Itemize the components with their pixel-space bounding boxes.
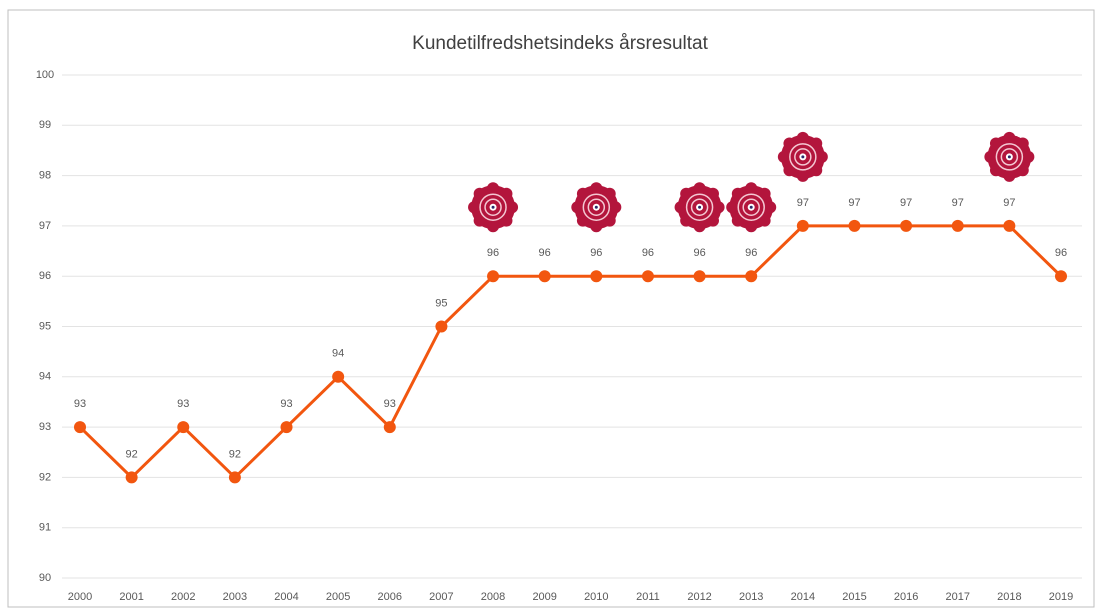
- x-tick-label: 2001: [119, 591, 143, 603]
- x-tick-label: 2018: [997, 591, 1021, 603]
- x-tick-label: 2002: [171, 591, 195, 603]
- data-label: 95: [435, 297, 447, 309]
- data-point: [487, 270, 500, 283]
- data-label: 96: [539, 247, 551, 259]
- data-label: 92: [126, 448, 138, 460]
- x-tick-label: 2006: [378, 591, 402, 603]
- data-label: 97: [848, 197, 860, 209]
- data-point: [900, 219, 913, 232]
- x-tick-label: 2016: [894, 591, 918, 603]
- y-tick-label: 96: [39, 270, 51, 282]
- data-label: 97: [952, 197, 964, 209]
- rosette-icon: [725, 181, 777, 233]
- x-tick-label: 2012: [687, 591, 711, 603]
- x-tick-label: 2015: [842, 591, 866, 603]
- rosette-icon: [673, 181, 726, 233]
- x-tick-label: 2007: [429, 591, 453, 603]
- data-point: [383, 421, 396, 434]
- x-tick-label: 2017: [945, 591, 969, 603]
- data-label: 97: [797, 197, 809, 209]
- data-point: [590, 270, 603, 283]
- rosette-icon: [467, 181, 519, 233]
- data-point: [693, 270, 706, 283]
- rosette-icon: [570, 181, 623, 233]
- data-point: [641, 270, 654, 283]
- x-tick-label: 2019: [1049, 591, 1073, 603]
- data-label: 97: [1003, 197, 1015, 209]
- data-label: 96: [642, 247, 654, 259]
- data-label: 92: [229, 448, 241, 460]
- y-tick-label: 98: [39, 170, 51, 182]
- x-tick-label: 2014: [791, 591, 815, 603]
- data-label: 96: [745, 247, 757, 259]
- data-point: [1003, 219, 1016, 232]
- x-tick-label: 2003: [223, 591, 247, 603]
- data-point: [332, 370, 345, 383]
- data-label: 93: [384, 398, 396, 410]
- y-tick-label: 99: [39, 119, 51, 131]
- y-tick-label: 92: [39, 471, 51, 483]
- data-point: [796, 219, 809, 232]
- data-point: [538, 270, 551, 283]
- x-tick-label: 2005: [326, 591, 350, 603]
- data-point: [125, 471, 138, 484]
- x-tick-label: 2013: [739, 591, 763, 603]
- rosette-icon: [777, 131, 829, 183]
- x-tick-label: 2010: [584, 591, 608, 603]
- x-tick-label: 2004: [274, 591, 298, 603]
- chart-title: Kundetilfredshetsindeks årsresultat: [412, 33, 708, 54]
- data-label: 96: [693, 247, 705, 259]
- y-tick-label: 90: [39, 572, 51, 584]
- data-point: [435, 320, 448, 333]
- data-label: 96: [590, 247, 602, 259]
- y-tick-label: 94: [39, 371, 51, 383]
- x-tick-label: 2009: [532, 591, 556, 603]
- rosette-icon: [983, 131, 1036, 183]
- y-tick-label: 97: [39, 220, 51, 232]
- data-label: 94: [332, 348, 344, 360]
- x-tick-label: 2008: [481, 591, 505, 603]
- data-label: 96: [1055, 247, 1067, 259]
- data-label: 93: [177, 398, 189, 410]
- data-point: [177, 421, 190, 434]
- data-point: [280, 421, 293, 434]
- data-label: 97: [900, 197, 912, 209]
- y-tick-label: 91: [39, 522, 51, 534]
- data-label: 93: [74, 398, 86, 410]
- y-tick-label: 93: [39, 421, 51, 433]
- data-point: [745, 270, 758, 283]
- data-label: 96: [487, 247, 499, 259]
- x-tick-label: 2011: [636, 591, 660, 603]
- x-tick-label: 2000: [68, 591, 92, 603]
- y-tick-label: 95: [39, 320, 51, 332]
- data-label: 93: [280, 398, 292, 410]
- data-point: [228, 471, 241, 484]
- y-tick-label: 100: [36, 69, 54, 81]
- data-point: [951, 219, 964, 232]
- data-point: [848, 219, 861, 232]
- chart-frame: [7, 9, 1095, 608]
- series-line: [78, 224, 1063, 480]
- data-point: [1055, 270, 1067, 283]
- data-point: [74, 421, 86, 434]
